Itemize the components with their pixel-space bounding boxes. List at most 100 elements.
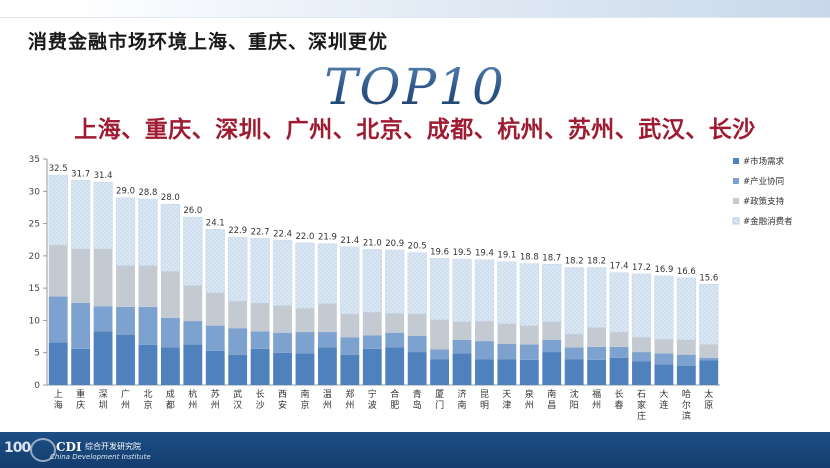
- bar-segment: [317, 347, 337, 385]
- bar-segment: [228, 328, 248, 355]
- bar-segment: [430, 349, 450, 360]
- x-tick-label: 成: [166, 388, 175, 400]
- bar-segment: [430, 319, 450, 350]
- bar-total-label: 31.7: [71, 169, 90, 179]
- bar-segment: [205, 292, 225, 326]
- bar-total-label: 17.4: [610, 262, 629, 272]
- bar-segment: [250, 348, 270, 385]
- x-tick-label: 合: [390, 388, 399, 400]
- x-tick-label: 州: [592, 400, 601, 411]
- bar-segment: [295, 308, 315, 333]
- x-tick-label: 庄: [637, 410, 646, 422]
- bar-total-label: 18.2: [565, 256, 584, 266]
- bar-segment: [70, 180, 91, 250]
- bar-segment: [452, 321, 472, 340]
- x-tick-label: 长: [615, 388, 624, 400]
- bar-segment: [609, 357, 629, 385]
- bar-segment: [519, 344, 539, 360]
- x-tick-label: 哈: [682, 388, 691, 400]
- bar-segment: [497, 359, 517, 385]
- bar-segment: [295, 242, 315, 309]
- bar-total-label: 24.1: [206, 218, 225, 228]
- bar-segment: [250, 302, 270, 332]
- bar-segment: [71, 302, 91, 349]
- bar-total-label: 16.9: [654, 265, 673, 275]
- y-tick-label: 0: [34, 381, 40, 391]
- y-tick-label: 15: [29, 284, 40, 294]
- x-tick-label: 连: [659, 399, 668, 411]
- x-tick-label: 沈: [570, 388, 579, 400]
- bar-segment: [116, 306, 135, 335]
- x-tick-label: 安: [278, 399, 287, 411]
- legend-swatch: [732, 217, 740, 225]
- bar-segment: [250, 331, 270, 349]
- x-tick-label: 广: [121, 388, 130, 400]
- x-tick-label: 津: [502, 400, 511, 411]
- x-tick-label: 济: [458, 388, 467, 400]
- bar-segment: [587, 327, 607, 347]
- bar-segment: [205, 229, 225, 293]
- bar-segment: [497, 343, 517, 360]
- bar-total-label: 16.6: [677, 267, 696, 277]
- bar-segment: [474, 259, 495, 322]
- bar-segment: [93, 248, 113, 307]
- legend-swatch: [733, 178, 739, 184]
- x-tick-label: 门: [435, 399, 444, 411]
- bar-segment: [385, 249, 405, 314]
- x-tick-label: 京: [300, 399, 309, 411]
- bar-total-label: 20.5: [408, 242, 427, 252]
- x-tick-label: 岛: [413, 399, 422, 411]
- legend-swatch: [733, 198, 739, 204]
- bar-segment: [632, 352, 651, 362]
- bar-total-label: 29.0: [116, 187, 135, 197]
- bar-segment: [676, 339, 696, 355]
- bar-segment: [273, 305, 292, 333]
- bar-segment: [564, 267, 584, 335]
- bar-total-label: 17.2: [632, 263, 651, 273]
- bar-segment: [183, 321, 203, 345]
- x-tick-label: 南: [300, 388, 309, 400]
- bar-segment: [407, 313, 427, 336]
- bar-segment: [407, 252, 427, 315]
- bar-segment: [160, 203, 181, 272]
- bar-segment: [429, 258, 450, 321]
- page-title: 消费金融市场环境上海、重庆、深圳更优: [28, 31, 389, 53]
- x-tick-label: 大: [659, 388, 668, 400]
- bar-segment: [340, 354, 360, 385]
- bar-total-label: 19.1: [497, 251, 516, 261]
- x-tick-label: 圳: [99, 400, 108, 411]
- x-tick-label: 汉: [233, 400, 242, 411]
- bar-segment: [362, 249, 382, 313]
- bar-segment: [295, 332, 315, 354]
- bar-total-label: 28.8: [138, 188, 157, 198]
- bar-segment: [115, 197, 136, 266]
- x-tick-label: 深: [99, 389, 108, 400]
- bar-segment: [407, 335, 427, 353]
- bar-segment: [340, 246, 360, 315]
- bar-segment: [160, 317, 180, 348]
- bar-segment: [699, 360, 719, 385]
- bar-segment: [71, 348, 91, 385]
- bar-segment: [654, 275, 674, 340]
- bar-total-label: 18.8: [520, 253, 539, 263]
- bar-segment: [183, 216, 203, 286]
- bar-total-label: 22.4: [273, 229, 292, 239]
- logo-circle-icon: [30, 438, 56, 462]
- legend-label: #产业协同: [743, 176, 784, 187]
- bar-segment: [385, 313, 405, 333]
- footer-bar: [0, 432, 830, 468]
- top10-city-list: 上海、重庆、深圳、广州、北京、成都、杭州、苏州、武汉、长沙: [74, 117, 756, 143]
- bar-segment: [317, 303, 337, 333]
- bar-segment: [430, 359, 450, 385]
- bar-segment: [654, 353, 674, 365]
- bar-segment: [632, 337, 651, 353]
- bar-segment: [183, 344, 203, 385]
- x-tick-label: 州: [345, 400, 354, 411]
- bar-segment: [587, 359, 607, 385]
- x-tick-label: 泉: [525, 388, 534, 400]
- bar-segment: [183, 285, 203, 322]
- bar-segment: [205, 325, 225, 351]
- bar-segment: [654, 339, 674, 354]
- bar-total-label: 32.5: [49, 164, 68, 174]
